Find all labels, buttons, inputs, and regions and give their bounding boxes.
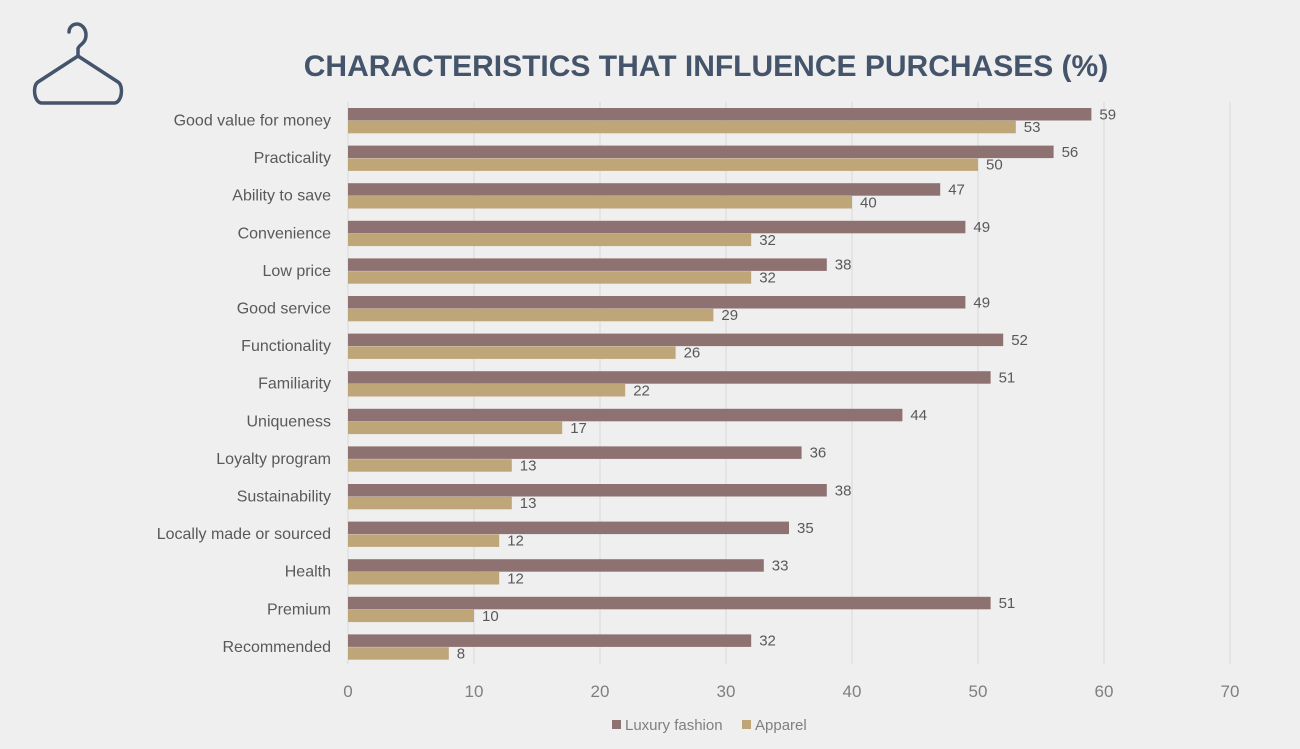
category-label: Recommended [223, 639, 332, 656]
bar [348, 346, 676, 359]
bar [348, 220, 966, 234]
x-tick-label: 50 [969, 682, 988, 701]
category-label: Familiarity [258, 376, 331, 393]
category-label: Health [285, 564, 331, 581]
data-label: 49 [973, 219, 990, 236]
data-label: 56 [1062, 144, 1079, 161]
x-tick-label: 70 [1221, 682, 1240, 701]
bar [348, 183, 941, 196]
bar [348, 609, 474, 623]
data-label: 33 [772, 557, 789, 574]
x-tick-label: 0 [343, 682, 352, 701]
x-tick-label: 10 [465, 682, 484, 701]
data-label: 38 [835, 257, 852, 274]
bar [348, 296, 966, 309]
bar [348, 308, 714, 322]
data-label: 50 [986, 157, 1003, 174]
data-label: 36 [810, 445, 827, 462]
category-label: Locally made or sourced [157, 526, 331, 543]
x-tick-label: 20 [591, 682, 610, 701]
legend: Luxury fashion Apparel [612, 717, 807, 734]
chart-title: CHARACTERISTICS THAT INFLUENCE PURCHASES… [304, 50, 1108, 83]
bar [348, 108, 1092, 121]
bar [348, 120, 1016, 134]
data-label: 17 [570, 420, 587, 437]
category-label: Loyalty program [216, 451, 331, 468]
data-label: 26 [684, 345, 701, 362]
bars: 59 53 56 50 47 40 49 32 38 32 49 29 52 26 51 22 44 17 36 13… [348, 106, 1116, 662]
data-label: 12 [507, 570, 524, 587]
data-label: 35 [797, 520, 814, 537]
bar [348, 496, 512, 510]
data-label: 12 [507, 533, 524, 550]
hanger-icon [32, 22, 124, 105]
data-label: 10 [482, 608, 499, 625]
category-label: Convenience [238, 225, 332, 242]
bar [348, 158, 978, 171]
data-label: 49 [973, 294, 990, 311]
data-label: 44 [910, 407, 927, 424]
category-label: Good service [237, 301, 331, 318]
bar [348, 459, 512, 472]
category-label: Ability to save [232, 188, 331, 205]
category-label: Functionality [241, 338, 331, 355]
data-label: 13 [520, 495, 537, 512]
legend-swatch [612, 720, 621, 729]
category-labels: Good value for money Practicality Ability … [157, 113, 331, 656]
data-label: 32 [759, 633, 776, 650]
bar [348, 521, 789, 535]
bar [348, 421, 563, 435]
data-label: 51 [999, 595, 1016, 612]
data-label: 29 [721, 307, 738, 324]
bar [348, 384, 626, 397]
bar [348, 145, 1054, 159]
bar [348, 271, 752, 284]
data-label: 32 [759, 269, 776, 286]
data-label: 47 [948, 181, 965, 198]
bar [348, 333, 1004, 347]
data-label: 59 [1099, 106, 1116, 123]
x-axis: 0 10 20 30 40 50 60 70 [343, 682, 1239, 701]
category-label: Practicality [254, 150, 331, 167]
bar [348, 596, 991, 610]
data-label: 51 [999, 369, 1016, 386]
bar [348, 647, 449, 660]
x-tick-label: 60 [1095, 682, 1114, 701]
data-label: 52 [1011, 332, 1028, 349]
category-label: Good value for money [174, 113, 331, 130]
category-label: Sustainability [237, 489, 331, 506]
legend-swatch [742, 720, 751, 729]
data-label: 40 [860, 194, 877, 211]
bar [348, 534, 500, 547]
bar [348, 258, 827, 271]
legend-label: Apparel [755, 717, 807, 734]
data-label: 32 [759, 232, 776, 249]
category-label: Uniqueness [247, 413, 332, 430]
bar [348, 634, 752, 647]
bar [348, 196, 852, 209]
data-label: 13 [520, 457, 537, 474]
bar [348, 408, 903, 422]
x-tick-label: 40 [843, 682, 862, 701]
bar [348, 484, 827, 497]
x-tick-label: 30 [717, 682, 736, 701]
data-label: 53 [1024, 119, 1041, 136]
bar [348, 559, 764, 572]
data-label: 38 [835, 482, 852, 499]
category-label: Premium [267, 601, 331, 618]
data-label: 22 [633, 382, 650, 399]
data-label: 8 [457, 645, 465, 662]
bar [348, 371, 991, 384]
bar [348, 446, 802, 459]
category-label: Low price [263, 263, 332, 280]
bar [348, 233, 752, 247]
legend-label: Luxury fashion [625, 717, 723, 734]
bar [348, 572, 500, 585]
